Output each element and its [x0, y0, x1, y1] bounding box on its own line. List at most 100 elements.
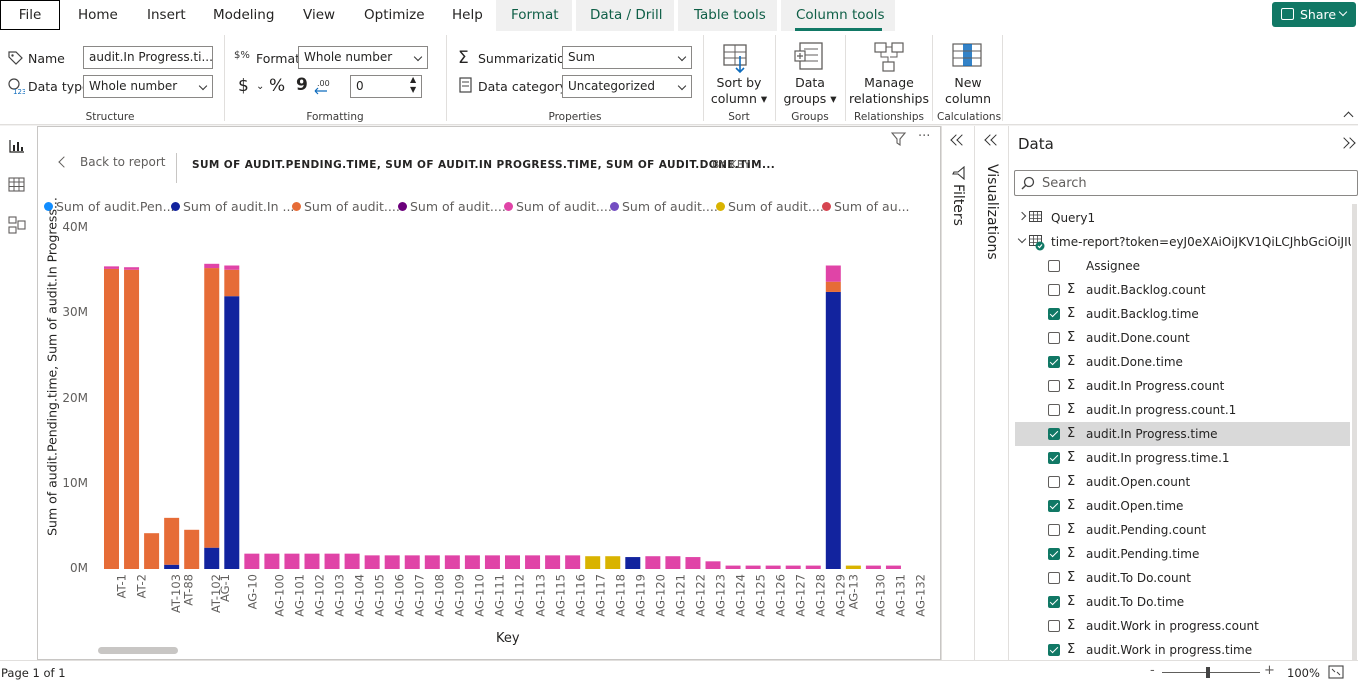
bar-segment[interactable] [585, 556, 601, 569]
legend-item[interactable]: Sum of au... [822, 199, 910, 214]
bar-segment[interactable] [224, 265, 240, 270]
tab-modeling[interactable]: Modeling [213, 7, 275, 23]
bar-segment[interactable] [545, 555, 561, 569]
more-options-icon[interactable]: ··· [918, 129, 931, 144]
bar-segment[interactable] [825, 291, 841, 569]
bar-segment[interactable] [464, 555, 480, 569]
bar-segment[interactable] [104, 266, 119, 269]
bar-segment[interactable] [284, 553, 300, 569]
bar-segment[interactable] [665, 556, 681, 569]
new-column-button[interactable]: New column [937, 75, 999, 107]
collapse-ribbon-icon[interactable] [1343, 111, 1354, 122]
bar-segment[interactable] [605, 556, 621, 569]
zoom-slider-thumb[interactable] [1206, 667, 1210, 678]
horizontal-scrollbar[interactable] [98, 647, 178, 654]
comma-style-button[interactable]: 9 [296, 75, 308, 95]
bar-segment[interactable] [164, 564, 180, 569]
chevron-down-icon[interactable]: ⌄ [256, 81, 265, 92]
bar-segment[interactable] [344, 553, 360, 569]
bar-segment[interactable] [364, 555, 380, 569]
bar-segment[interactable] [264, 553, 280, 569]
search-box[interactable]: Search [1014, 170, 1358, 196]
share-button[interactable]: Share [1272, 2, 1356, 27]
bar-segment[interactable] [484, 555, 500, 569]
bar-segment[interactable] [825, 281, 841, 292]
data-pane-scrollbar-track[interactable] [1352, 204, 1357, 660]
field-checkbox[interactable] [1048, 284, 1060, 296]
field-checkbox[interactable] [1048, 308, 1060, 320]
tab-help[interactable]: Help [452, 7, 483, 23]
legend-item[interactable]: Sum of audit.... [292, 199, 400, 214]
bar-segment[interactable] [885, 565, 901, 569]
back-to-report-button[interactable]: Back to report [56, 155, 165, 169]
bar-segment[interactable] [705, 561, 721, 569]
bar-segment[interactable] [164, 517, 180, 565]
report-view-icon[interactable] [8, 138, 26, 154]
format-select[interactable]: Whole number [298, 46, 428, 69]
field-checkbox[interactable] [1048, 380, 1060, 392]
fit-to-page-icon[interactable] [1328, 665, 1344, 679]
bar-segment[interactable] [404, 555, 420, 569]
bar-segment[interactable] [845, 565, 861, 569]
query1-table[interactable]: Query1 [1051, 211, 1096, 225]
bar-segment[interactable] [204, 547, 220, 569]
decrease-decimal-icon[interactable]: .00 [313, 77, 333, 95]
field-checkbox[interactable] [1048, 260, 1060, 272]
bar-segment[interactable] [745, 565, 761, 569]
bar-segment[interactable] [244, 553, 260, 569]
table-view-icon[interactable] [8, 177, 26, 193]
tab-data-drill[interactable]: Data / Drill [590, 7, 663, 23]
field-checkbox[interactable] [1048, 404, 1060, 416]
bar-segment[interactable] [384, 555, 400, 569]
field-checkbox[interactable] [1048, 620, 1060, 632]
tab-insert[interactable]: Insert [147, 7, 186, 23]
file-menu-button[interactable]: File [0, 0, 60, 30]
field-checkbox[interactable] [1048, 548, 1060, 560]
time-report-table[interactable]: time-report?token=eyJ0eXAiOiJKV1QiLCJhbG… [1051, 235, 1351, 249]
bar-segment[interactable] [525, 555, 541, 569]
decimal-places-input[interactable]: 0 [350, 75, 422, 98]
bar-segment[interactable] [505, 555, 520, 569]
bar-segment[interactable] [625, 557, 641, 569]
bar-segment[interactable] [765, 565, 781, 569]
field-checkbox[interactable] [1048, 452, 1060, 464]
field-checkbox[interactable] [1048, 500, 1060, 512]
summarization-select[interactable]: Sum [562, 46, 692, 69]
bar-segment[interactable] [124, 267, 140, 270]
tab-optimize[interactable]: Optimize [364, 7, 425, 23]
bar-segment[interactable] [204, 268, 220, 548]
manage-relationships-button[interactable]: Manage relationships [849, 75, 929, 107]
chevron-down-icon[interactable] [1017, 234, 1027, 244]
legend-item[interactable]: Sum of audit.Pen... [44, 199, 175, 214]
field-checkbox[interactable] [1048, 356, 1060, 368]
tab-column-tools[interactable]: Column tools [796, 7, 885, 23]
field-checkbox[interactable] [1048, 572, 1060, 584]
bar-segment[interactable] [204, 263, 220, 269]
field-checkbox[interactable] [1048, 428, 1060, 440]
field-checkbox[interactable] [1048, 644, 1060, 656]
bar-segment[interactable] [444, 555, 460, 569]
bar-segment[interactable] [725, 565, 741, 569]
field-checkbox[interactable] [1048, 332, 1060, 344]
bar-segment[interactable] [324, 553, 340, 569]
bar-segment[interactable] [865, 565, 881, 569]
bar-segment[interactable] [424, 555, 440, 569]
sort-by-column-icon[interactable] [722, 42, 754, 74]
zoom-slider[interactable] [1162, 672, 1260, 673]
bar-segment[interactable] [144, 533, 160, 569]
model-view-icon[interactable] [8, 216, 26, 234]
